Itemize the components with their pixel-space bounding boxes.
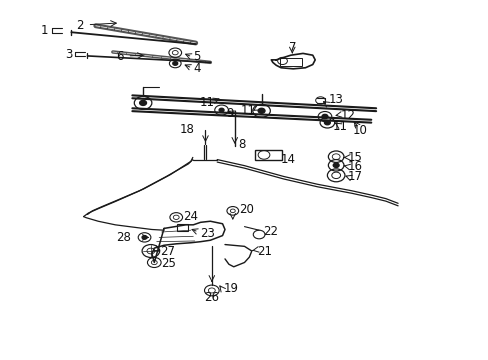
Text: 6: 6	[116, 50, 123, 63]
Text: 18: 18	[180, 123, 194, 136]
Text: 24: 24	[183, 210, 198, 223]
Text: 11: 11	[240, 104, 255, 117]
Text: 10: 10	[352, 124, 367, 137]
Text: 25: 25	[161, 257, 176, 270]
Text: 3: 3	[65, 48, 73, 60]
Text: 23: 23	[199, 226, 214, 239]
Text: 11: 11	[199, 96, 214, 109]
Text: 15: 15	[347, 151, 362, 164]
Text: 13: 13	[328, 93, 343, 106]
Text: 5: 5	[193, 50, 200, 63]
Text: 11: 11	[331, 121, 346, 134]
Text: 17: 17	[347, 170, 362, 183]
Circle shape	[322, 114, 327, 119]
Text: 12: 12	[340, 109, 355, 122]
Circle shape	[142, 235, 147, 239]
Text: 1: 1	[41, 24, 48, 37]
Text: 27: 27	[159, 244, 174, 257]
Circle shape	[219, 108, 224, 112]
Circle shape	[332, 163, 338, 167]
Circle shape	[258, 108, 264, 113]
Text: 28: 28	[116, 231, 131, 244]
Bar	[255, 149, 282, 160]
Text: 19: 19	[224, 282, 239, 295]
Text: 21: 21	[256, 244, 271, 257]
Bar	[279, 58, 301, 66]
Text: 14: 14	[281, 153, 295, 166]
Text: 26: 26	[204, 291, 219, 304]
Text: 2: 2	[76, 19, 83, 32]
Circle shape	[140, 100, 146, 105]
Text: 4: 4	[193, 62, 201, 75]
Text: 7: 7	[288, 41, 295, 54]
Text: 9: 9	[226, 107, 233, 120]
Text: 16: 16	[347, 160, 362, 173]
Circle shape	[172, 62, 177, 65]
Bar	[177, 224, 187, 230]
Text: 22: 22	[263, 225, 278, 238]
Text: 20: 20	[238, 203, 253, 216]
Circle shape	[324, 121, 330, 125]
Text: 8: 8	[238, 138, 245, 151]
